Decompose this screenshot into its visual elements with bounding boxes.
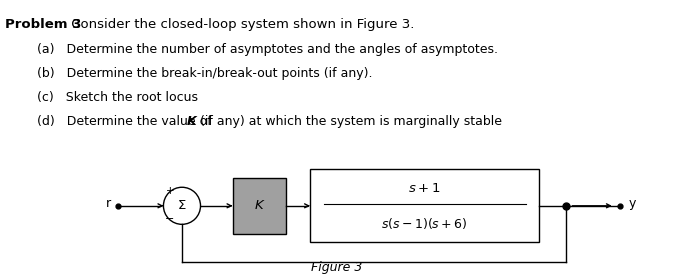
Text: Consider the closed-loop system shown in Figure 3.: Consider the closed-loop system shown in… [67, 18, 415, 31]
Bar [310, 169, 539, 242]
Text: (d)   Determine the value of: (d) Determine the value of [37, 115, 216, 128]
Text: $K$: $K$ [253, 199, 266, 212]
Text: $s(s-1)(s+6)$: $s(s-1)(s+6)$ [381, 216, 468, 231]
Text: Problem 3: Problem 3 [5, 18, 82, 31]
Text: (c)   Sketch the root locus: (c) Sketch the root locus [37, 91, 198, 104]
Text: r: r [106, 197, 111, 210]
Text: K: K [187, 115, 197, 128]
Text: $\Sigma$: $\Sigma$ [177, 199, 187, 212]
Text: Figure 3: Figure 3 [311, 262, 363, 274]
Text: −: − [165, 214, 174, 224]
Bar [233, 178, 286, 234]
Text: (b)   Determine the break-in/break-out points (if any).: (b) Determine the break-in/break-out poi… [37, 67, 373, 80]
Text: (if any) at which the system is marginally stable: (if any) at which the system is marginal… [197, 115, 503, 128]
Text: +: + [166, 186, 174, 197]
Text: y: y [628, 197, 636, 210]
Text: $s+1$: $s+1$ [408, 183, 441, 195]
Text: (a)   Determine the number of asymptotes and the angles of asymptotes.: (a) Determine the number of asymptotes a… [37, 43, 498, 56]
